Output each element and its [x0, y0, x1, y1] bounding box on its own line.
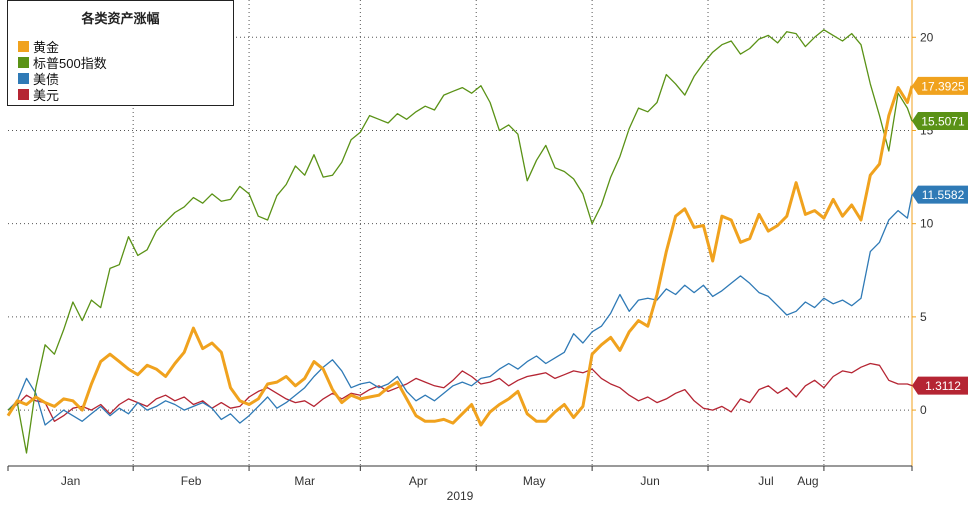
x-tick-label: Jul [758, 474, 773, 488]
legend-label-gold: 黄金 [33, 39, 60, 55]
legend-swatch-treasury [18, 72, 29, 84]
x-axis-label: 2019 [447, 489, 474, 503]
series [6, 29, 914, 454]
badge-shape [912, 76, 968, 95]
y-tick-label: 0 [920, 403, 927, 417]
badge-shape [912, 376, 968, 395]
x-tick-label: Jun [640, 474, 659, 488]
legend-item-usd: 美元 [18, 86, 60, 103]
legend-swatch-gold [18, 40, 29, 52]
x-tick-label: Feb [181, 474, 202, 488]
axes [8, 0, 913, 467]
last-value-badges: 17.3925 15.5071 11.5582 1.3112 [912, 76, 968, 395]
badge-label: 11.5582 [922, 188, 965, 202]
badge-label: 17.3925 [921, 79, 965, 93]
last-value-badge-gold: 17.3925 [912, 76, 968, 95]
x-tick-label: Jan [61, 474, 80, 488]
badge-shape [912, 185, 968, 204]
y-tick-label: 10 [920, 217, 934, 231]
legend-item-sp500: 标普500指数 [18, 54, 107, 71]
series-line-sp500 [7, 29, 913, 454]
y-tick-label: 20 [920, 30, 934, 44]
legend: 各类资产涨幅 黄金 标普500指数 美债 美元 [7, 0, 234, 106]
last-value-badge-treasury: 11.5582 [912, 185, 968, 204]
last-value-badge-usd: 1.3112 [912, 376, 968, 395]
legend-swatch-sp500 [18, 56, 29, 68]
badge-label: 1.3112 [925, 379, 961, 393]
legend-swatch-usd [18, 88, 29, 100]
series-line-treasury [7, 194, 913, 426]
series-line-gold [6, 85, 914, 427]
x-tick-label: Mar [294, 474, 315, 488]
legend-label-treasury: 美债 [33, 71, 60, 87]
x-ticks: Jan Feb Mar Apr May Jun Jul Aug [7, 466, 913, 488]
x-tick-label: Aug [797, 474, 818, 488]
badge-label: 15.5071 [921, 115, 965, 129]
legend-item-gold: 黄金 [18, 38, 60, 55]
legend-label-sp500: 标普500指数 [33, 55, 107, 71]
x-tick-label: Apr [409, 474, 428, 488]
last-value-badge-sp500: 15.5071 [912, 112, 968, 131]
legend-item-treasury: 美债 [18, 70, 60, 87]
legend-label-usd: 美元 [33, 87, 60, 103]
badge-shape [912, 112, 968, 131]
x-tick-label: May [523, 474, 546, 488]
series-line-usd [7, 362, 913, 422]
chart-title: 各类资产涨幅 [81, 11, 160, 26]
y-tick-label: 5 [920, 310, 927, 324]
